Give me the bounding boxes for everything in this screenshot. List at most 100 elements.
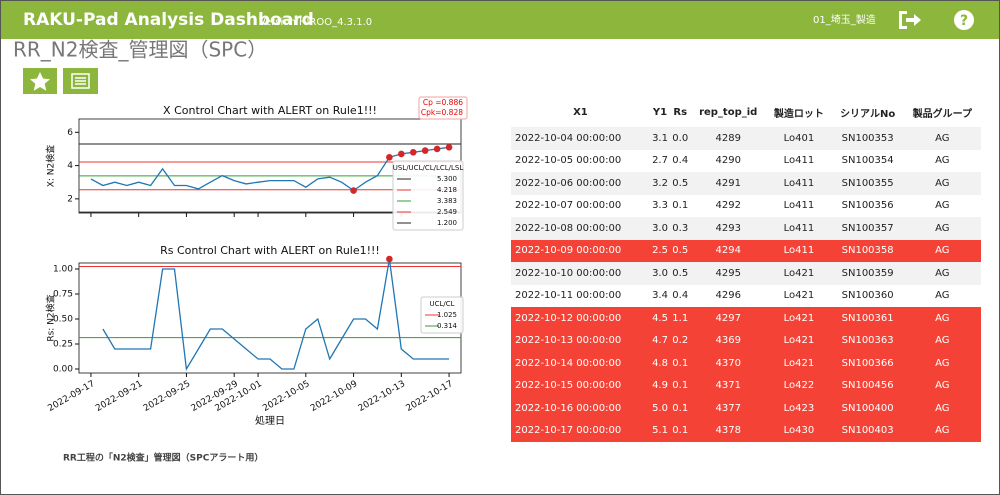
annotation-box <box>418 96 468 120</box>
table-cell: Lo411 <box>783 200 815 212</box>
table-cell: 0.1 <box>672 357 689 369</box>
alert-point <box>409 148 417 156</box>
table-cell: 0.5 <box>672 245 689 257</box>
table-cell: 3.0 <box>652 267 668 279</box>
table-cell: AG <box>935 245 950 257</box>
y-tick-label: 6 <box>67 128 73 138</box>
legend-title: USL/UCL/CL/LCL/LSL <box>393 164 464 172</box>
table-cell: Lo421 <box>783 335 815 347</box>
table-cell: 4291 <box>715 177 741 189</box>
table-row: 2022-10-12 00:00:00 4.5 1.1 4297 Lo421 SN1003… <box>511 307 981 330</box>
table-row: 2022-10-11 00:00:00 3.4 0.4 4296 Lo421 SN1003… <box>511 284 981 307</box>
table-cell: 3.2 <box>652 177 668 189</box>
table-cell: AG <box>935 222 950 234</box>
alert-point <box>398 150 405 158</box>
x-tick-label: 2022-10-17 <box>405 379 455 414</box>
alert-point <box>386 255 393 263</box>
table-cell: 2022-10-06 00:00:00 <box>515 177 622 189</box>
y-tick-label: 2 <box>67 194 73 204</box>
table-cell: 2022-10-17 00:00:00 <box>515 425 622 437</box>
table-cell: 2.5 <box>652 245 668 257</box>
table-cell: AG <box>935 380 950 392</box>
page-title: RR_N2検査_管理図（SPC） <box>13 38 267 62</box>
table-cell: 4371 <box>715 380 741 392</box>
table-row: 2022-10-05 00:00:00 2.7 0.4 4290 Lo411 SN1003… <box>511 149 981 172</box>
table-cell: 4295 <box>715 267 741 279</box>
table-cell: 4369 <box>715 335 741 347</box>
site[interactable]: 01_埼玉_製造 <box>813 13 876 26</box>
table-row: 2022-10-07 00:00:00 3.3 0.1 4292 Lo411 SN1003… <box>511 194 981 217</box>
table-cell: SN100355 <box>841 177 894 189</box>
header-bar <box>1 1 999 39</box>
table-cell: 4290 <box>715 155 741 167</box>
table-cell: 4.5 <box>652 312 668 324</box>
table-row: 2022-10-06 00:00:00 3.2 0.5 4291 Lo411 SN1003… <box>511 172 981 195</box>
y-tick-label: 0.75 <box>53 290 73 300</box>
table-cell: SN100403 <box>841 425 894 437</box>
table-row: 2022-10-09 00:00:00 2.5 0.5 4294 Lo411 SN1003… <box>511 239 981 262</box>
table-cell: 0.1 <box>672 425 689 437</box>
table-cell: 0.4 <box>672 290 689 302</box>
legend-label: 3.383 <box>437 197 457 205</box>
table-cell: 4.9 <box>652 380 668 392</box>
table-cell: 2022-10-04 00:00:00 <box>515 132 622 144</box>
y-tick-label: 0.50 <box>53 315 73 325</box>
table-cell: 3.0 <box>652 222 668 234</box>
legend-label: 4.218 <box>437 186 457 194</box>
x-tick-label: 2022-10-09 <box>309 379 360 414</box>
legend-box <box>392 160 464 231</box>
table-cell: Lo411 <box>783 245 815 257</box>
table-row: 2022-10-10 00:00:00 3.0 0.5 4295 Lo421 SN1003… <box>511 262 981 285</box>
table-cell: Lo421 <box>783 267 815 279</box>
table-cell: 1.1 <box>672 312 689 324</box>
legend-label: 1.025 <box>437 311 457 319</box>
table-cell: Lo411 <box>783 155 815 167</box>
table-cell: SN100363 <box>841 335 894 347</box>
table-cell: Lo430 <box>783 425 815 437</box>
column-header: rep_top_id <box>699 107 758 118</box>
chart-title: X Control Chart with ALERT on Rule1!!! <box>163 104 377 117</box>
table-cell: 4378 <box>715 425 741 437</box>
table-cell: SN100353 <box>841 132 894 144</box>
logout-icon[interactable] <box>899 11 921 29</box>
table-cell: 2022-10-08 00:00:00 <box>515 222 622 234</box>
help-icon[interactable]: ? <box>954 10 974 30</box>
x-tick-label: 2022-09-21 <box>94 379 144 414</box>
legend-label: 5.300 <box>437 175 457 183</box>
svg-text:?: ? <box>960 13 968 29</box>
table-cell: 3.4 <box>652 290 668 302</box>
table-cell: 2022-10-07 00:00:00 <box>515 200 622 212</box>
list-icon <box>71 73 90 89</box>
table-cell: 4292 <box>715 200 741 212</box>
legend-label: 0.314 <box>437 322 458 330</box>
chart-title: Rs Control Chart with ALERT on Rule1!!! <box>160 244 380 257</box>
table-cell: 5.0 <box>652 402 668 414</box>
column-header: シリアルNo <box>840 109 896 120</box>
table-cell: SN100400 <box>841 402 894 414</box>
header-row: X1 Y1 Rs rep_top_id 製造ロット シリアルNo 製品グループ <box>511 98 981 127</box>
table-cell: 0.0 <box>672 132 689 144</box>
column-header: 製造ロット <box>773 109 824 120</box>
legend-label: 1.200 <box>437 219 457 227</box>
table-cell: AG <box>935 267 950 279</box>
table-cell: 0.1 <box>672 402 689 414</box>
table-cell: 2022-10-15 00:00:00 <box>515 380 622 392</box>
caption: RR工程の「N2検査」管理図（SPCアラート用） <box>63 452 263 464</box>
table-row: 2022-10-17 00:00:00 5.1 0.1 4378 Lo430 SN1004… <box>511 419 981 442</box>
table-cell: 3.1 <box>652 132 668 144</box>
alert-point <box>433 145 441 153</box>
table-cell: AG <box>935 200 950 212</box>
table-cell: AG <box>935 357 950 369</box>
table-cell: 2022-10-12 00:00:00 <box>515 312 622 324</box>
table-row: 2022-10-08 00:00:00 3.0 0.3 4293 Lo411 SN1003… <box>511 217 981 240</box>
table-cell: 2022-10-10 00:00:00 <box>515 267 622 279</box>
y-tick-label: 4 <box>67 161 73 171</box>
table-cell: SN100356 <box>841 200 894 212</box>
data-line <box>102 258 450 371</box>
column-header: Rs <box>673 107 688 118</box>
table-cell: Lo422 <box>783 380 815 392</box>
column-header: X1 <box>573 107 588 118</box>
x-tick-label: 2022-09-25 <box>142 379 192 414</box>
table-cell: 4296 <box>715 290 741 302</box>
